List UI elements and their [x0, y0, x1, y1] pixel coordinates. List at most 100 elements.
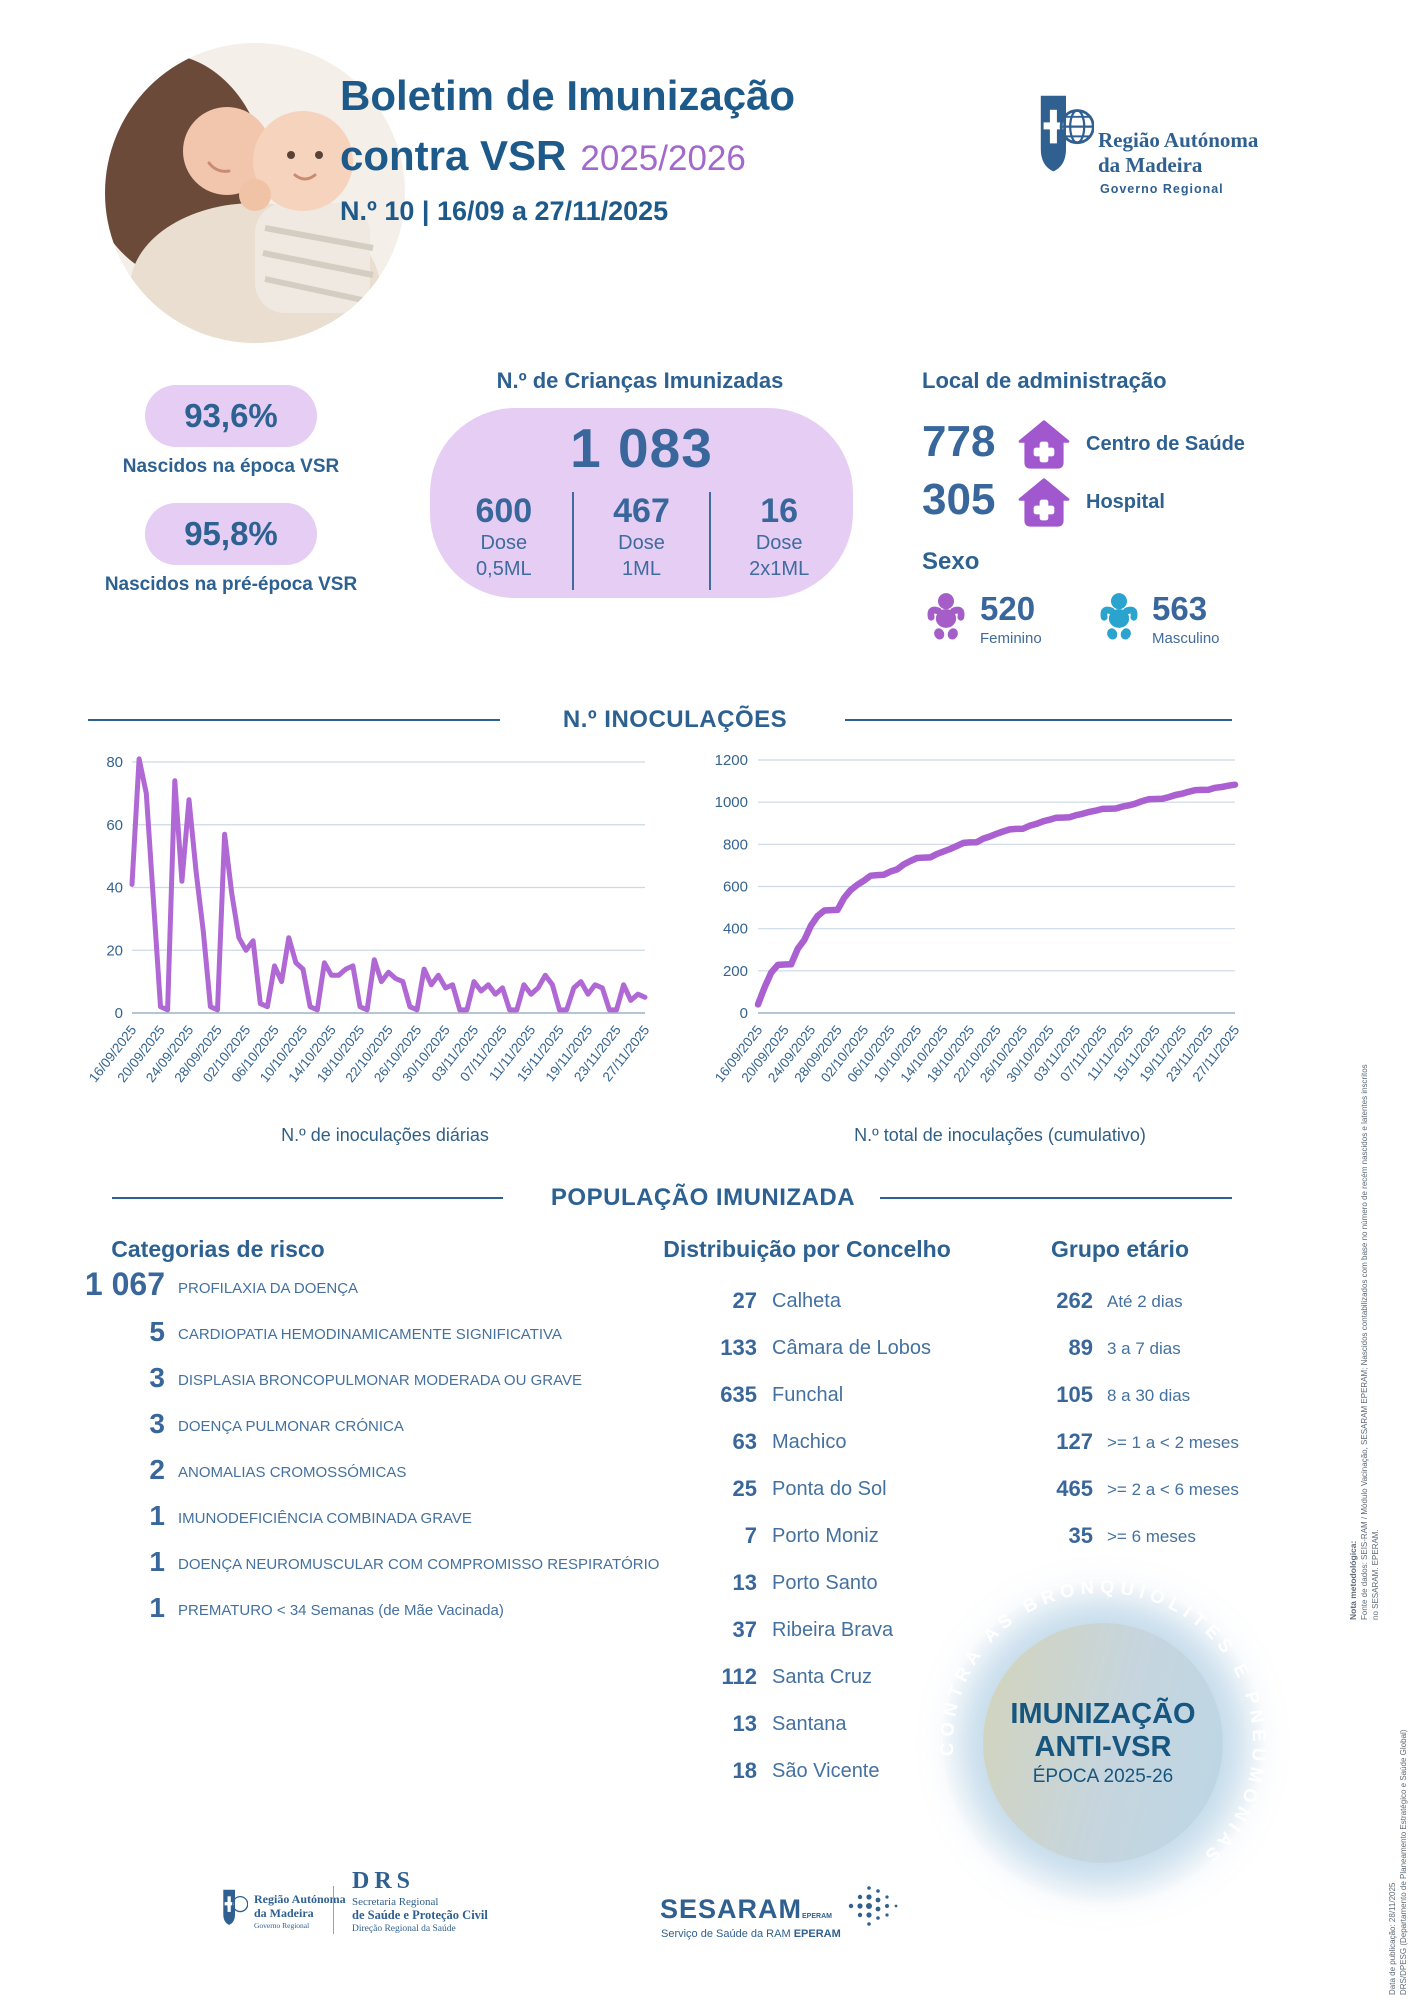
- list-item-value: 35: [1068, 1523, 1093, 1548]
- list-item-label: DISPLASIA BRONCOPULMONAR MODERADA OU GRA…: [178, 1372, 582, 1389]
- list-item-label: Até 2 dias: [1107, 1292, 1183, 1311]
- list-item-value: 18: [732, 1758, 757, 1783]
- list-item-label: Santana: [772, 1713, 847, 1735]
- svg-text:600: 600: [723, 879, 748, 896]
- footer-drs-line1: Secretaria Regional: [352, 1896, 439, 1908]
- svg-text:0: 0: [115, 1005, 123, 1022]
- methodology-note-title: Nota metodológica:: [1348, 1540, 1358, 1620]
- footer-ram-line2: da Madeira: [254, 1906, 314, 1920]
- svg-text:1200: 1200: [715, 752, 748, 769]
- list-item-value: 27: [732, 1288, 757, 1313]
- male-count: 563: [1152, 590, 1208, 627]
- divider-line-right: [845, 719, 1232, 721]
- list-item-value: 89: [1068, 1335, 1093, 1360]
- list-item-label: 3 a 7 dias: [1107, 1339, 1181, 1358]
- cumulative-inoculations-chart: 02004006008001000120016/09/202520/09/202…: [712, 752, 1242, 1085]
- hospital-label: Hospital: [1086, 491, 1165, 513]
- list-item-value: 13: [732, 1570, 757, 1595]
- list-item-label: DOENÇA PULMONAR CRÓNICA: [178, 1418, 404, 1435]
- svg-text:0: 0: [740, 1005, 748, 1022]
- list-item-label: PREMATURO < 34 Semanas (de Mãe Vacinada): [178, 1602, 504, 1619]
- badge-line1: IMUNIZAÇÃO: [1010, 1697, 1196, 1730]
- dose-05ml-label2: 0,5ML: [476, 557, 532, 580]
- administration-heading: Local de administração: [922, 368, 1167, 393]
- madeira-government-emblem-icon: [1038, 92, 1095, 183]
- centro-saude-value: 778: [922, 417, 996, 466]
- list-item-label: >= 6 meses: [1107, 1527, 1196, 1546]
- list-item-label: Funchal: [772, 1384, 844, 1406]
- badge-line3: ÉPOCA 2025-26: [1032, 1766, 1174, 1788]
- badge-line2: ANTI-VSR: [1034, 1731, 1172, 1763]
- dose-05ml-value: 600: [475, 492, 533, 530]
- dose-05ml-label1: Dose: [480, 531, 528, 554]
- svg-text:1000: 1000: [715, 794, 748, 811]
- footer-ram-line3: Governo Regional: [254, 1921, 310, 1930]
- list-item-value: 1: [149, 1500, 165, 1531]
- list-item-value: 635: [720, 1382, 757, 1407]
- publication-department: DRS/DPESG (Departamento de Planeamento E…: [1398, 1729, 1408, 1995]
- dose-1ml-label1: Dose: [618, 531, 665, 554]
- list-item-label: Porto Santo: [772, 1572, 878, 1594]
- population-section-title: POPULAÇÃO IMUNIZADA: [550, 1184, 856, 1211]
- inoculations-section-title: N.º INOCULAÇÕES: [562, 706, 788, 733]
- list-item-value: 63: [732, 1429, 757, 1454]
- list-item-label: ANOMALIAS CROMOSSÓMICAS: [178, 1464, 407, 1481]
- list-item-value: 3: [149, 1362, 165, 1393]
- list-item-label: PROFILAXIA DA DOENÇA: [178, 1280, 359, 1297]
- list-item-value: 3: [149, 1408, 165, 1439]
- risk-heading: Categorias de risco: [111, 1236, 325, 1262]
- footer-drs-line2: de Saúde e Proteção Civil: [352, 1908, 488, 1922]
- season-label: 2025/2026: [580, 139, 746, 178]
- list-item-value: 105: [1056, 1382, 1093, 1407]
- divider2-line-right: [880, 1197, 1232, 1199]
- age-heading: Grupo etário: [1050, 1236, 1189, 1262]
- list-item-value: 37: [732, 1617, 757, 1642]
- divider2-line-left: [112, 1197, 503, 1199]
- immunized-total-card: 1 083 600 Dose 0,5ML 467 Dose 1ML 16 Dos…: [430, 408, 853, 598]
- footer-drs-line3: Direção Regional da Saúde: [352, 1924, 456, 1934]
- edition-period: N.º 10 | 16/09 a 27/11/2025: [340, 196, 669, 226]
- list-item-value: 2: [149, 1454, 165, 1485]
- svg-text:20: 20: [106, 942, 123, 959]
- publication-note: Data de publicação: 28/11/2025 DRS/DPESG…: [1388, 1695, 1410, 1995]
- footer-drs-acronym: DRS: [352, 1868, 416, 1894]
- methodology-note-body: Fonte de dados: SEIS-RAM / Módulo Vacina…: [1359, 1064, 1380, 1620]
- list-item-label: >= 1 a < 2 meses: [1107, 1433, 1239, 1452]
- svg-text:40: 40: [106, 880, 123, 897]
- list-item-label: >= 2 a < 6 meses: [1107, 1480, 1239, 1499]
- immunized-heading: N.º de Crianças Imunizadas: [496, 368, 784, 393]
- daily-inoculations-chart: 02040608016/09/202520/09/202524/09/20252…: [86, 754, 652, 1085]
- dose-breakdown: 600 Dose 0,5ML 467 Dose 1ML 16 Dose 2x1M…: [436, 492, 847, 590]
- footer-sesaram-logo: SESARAMEPERAM: [660, 1894, 832, 1925]
- svg-text:400: 400: [723, 921, 748, 938]
- photo-illustration: [105, 43, 405, 343]
- svg-text:80: 80: [106, 754, 123, 771]
- list-item-value: 25: [732, 1476, 757, 1501]
- svg-text:CONTRA AS BRONQUIOLITES E PNEU: CONTRA AS BRONQUIOLITES E PNEUMONIAS: [936, 1576, 1270, 1870]
- list-item-value: 1: [149, 1546, 165, 1577]
- immunized-total: 1 083: [570, 417, 713, 479]
- svg-text:800: 800: [723, 836, 748, 853]
- sexo-heading: Sexo: [922, 548, 980, 575]
- centro-saude-label: Centro de Saúde: [1086, 433, 1245, 455]
- list-item-value: 7: [744, 1523, 757, 1548]
- dose-1ml-value: 467: [613, 492, 670, 530]
- coverage-label-epoca: Nascidos na época VSR: [122, 456, 340, 477]
- female-label: Feminino: [980, 630, 1042, 647]
- sesaram-name: SESARAM: [660, 1894, 803, 1924]
- list-item-label: 8 a 30 dias: [1107, 1386, 1191, 1405]
- coverage-pill-epoca: 93,6%: [145, 385, 317, 447]
- methodology-note: Nota metodológica: Fonte de dados: SEIS-…: [1348, 1060, 1381, 1620]
- list-item-value: 13: [732, 1711, 757, 1736]
- sesaram-caption-text: Serviço de Saúde da RAM: [661, 1928, 791, 1940]
- badge-arc-text: CONTRA AS BRONQUIOLITES E PNEUMONIAS: [936, 1576, 1270, 1870]
- concelho-heading: Distribuição por Concelho: [663, 1236, 951, 1262]
- dose-2x1ml-label1: Dose: [755, 531, 803, 554]
- footer-sesaram-caption: Serviço de Saúde da RAM EPERAM: [661, 1928, 841, 1940]
- female-count: 520: [980, 590, 1036, 627]
- list-item-value: 5: [149, 1316, 165, 1347]
- hospital-house-icon: [1016, 477, 1072, 532]
- list-item-value: 112: [721, 1664, 758, 1689]
- list-item-label: São Vicente: [772, 1760, 880, 1782]
